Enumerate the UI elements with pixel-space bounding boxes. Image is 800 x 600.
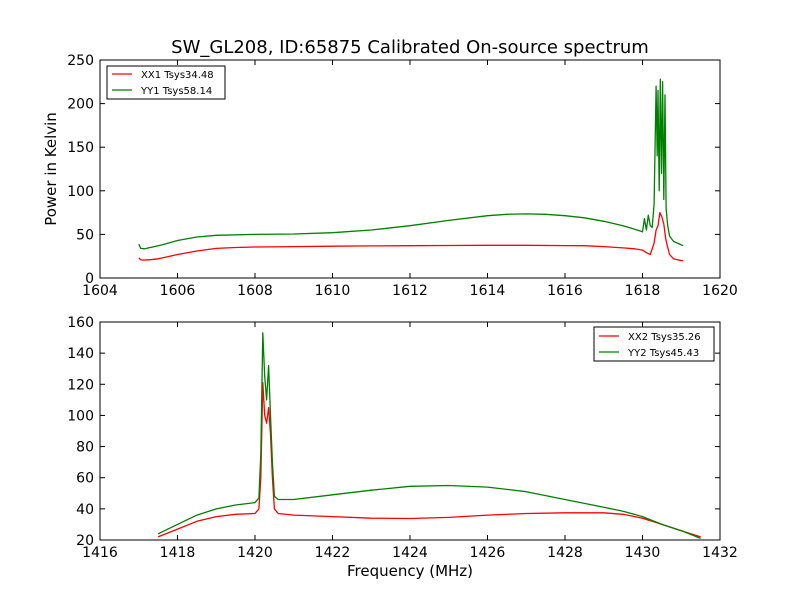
top-plot-area: 1604 1606 1608 1610 1612 1614 1616 1618 1620 0 50 1…: [67, 53, 738, 299]
y-tick-label: 120: [67, 377, 94, 393]
top-spectrum-panel: SW_GL208, ID:65875 Calibrated On-source …: [42, 37, 738, 299]
bottom-plot-frame: [99, 321, 721, 541]
series-line-0: [157, 382, 701, 538]
x-tick-label: 1428: [547, 545, 583, 561]
x-tick-label: 1432: [702, 545, 738, 561]
y-tick-label: 40: [76, 502, 94, 518]
y-tick-label: 60: [76, 471, 94, 487]
x-tick-label: 1418: [160, 545, 196, 561]
x-tick-label: 1610: [315, 283, 351, 299]
y-tick-label: 250: [67, 53, 94, 69]
series-line-1: [138, 78, 684, 250]
bottom-spectrum-panel: Frequency (MHz) 1416 1418 1420 1422 1424 1426…: [67, 315, 738, 580]
top-plot-frame: [99, 59, 721, 279]
y-tick-label: 160: [67, 315, 94, 331]
legend-label-xx1: XX1 Tsys34.48: [141, 70, 214, 81]
x-tick-label: 1612: [392, 283, 428, 299]
y-tick-label: 150: [67, 140, 94, 156]
y-tick-label: 80: [76, 440, 94, 456]
x-tick-label: 1604: [82, 283, 118, 299]
x-tick-label: 1416: [82, 545, 118, 561]
series-line-0: [138, 211, 684, 262]
y-tick-label: 100: [67, 408, 94, 424]
y-tick-label: 0: [85, 271, 94, 287]
x-tick-label: 1422: [315, 545, 351, 561]
x-tick-label: 1424: [392, 545, 428, 561]
x-axis-label: Frequency (MHz): [347, 562, 473, 580]
series-line-1: [157, 332, 701, 540]
y-tick-label: 100: [67, 184, 94, 200]
chart-title: SW_GL208, ID:65875 Calibrated On-source …: [171, 37, 649, 58]
y-tick-label: 20: [76, 533, 94, 549]
legend-frame: [593, 326, 715, 362]
legend-label-xx2: XX2 Tsys35.26: [628, 332, 701, 343]
y-tick-label: 50: [76, 227, 94, 243]
y-tick-label: 200: [67, 97, 94, 113]
y-axis-label: Power in Kelvin: [42, 112, 60, 226]
x-tick-label: 1618: [625, 283, 661, 299]
y-tick-label: 140: [67, 346, 94, 362]
x-tick-label: 1606: [160, 283, 196, 299]
x-tick-label: 1616: [547, 283, 583, 299]
legend-label-yy2: YY2 Tsys45.43: [627, 348, 699, 359]
top-legend: XX1 Tsys34.48 YY1 Tsys58.14: [106, 65, 226, 100]
bottom-legend: XX2 Tsys35.26 YY2 Tsys45.43: [593, 326, 715, 362]
legend-frame: [106, 65, 226, 100]
x-tick-label: 1426: [470, 545, 506, 561]
legend-label-yy1: YY1 Tsys58.14: [140, 86, 212, 97]
x-tick-label: 1614: [470, 283, 506, 299]
x-tick-label: 1430: [625, 545, 661, 561]
x-tick-label: 1620: [702, 283, 738, 299]
x-tick-label: 1420: [237, 545, 273, 561]
x-tick-label: 1608: [237, 283, 273, 299]
bottom-plot-area: 1416 1418 1420 1422 1424 1426 1428 1430 1432 20 40…: [67, 315, 738, 561]
